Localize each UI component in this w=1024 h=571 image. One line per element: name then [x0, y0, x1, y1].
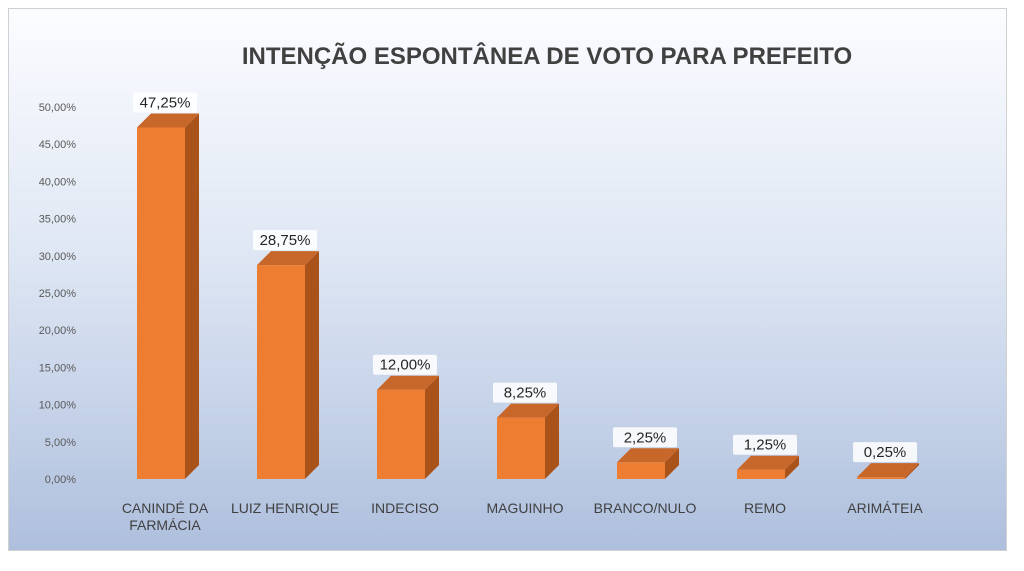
x-tick-label: CANINDÉ DA FARMÁCIA [122, 500, 209, 533]
data-label-bg [253, 230, 317, 251]
x-axis: CANINDÉ DA FARMÁCIA LUIZ HENRIQUE INDECISO M… [122, 500, 924, 533]
bar-side [905, 463, 919, 479]
bar-side [665, 448, 679, 479]
bar-side [185, 113, 199, 480]
y-tick-label: 40,00% [39, 176, 77, 188]
x-tick-label-line: FARMÁCIA [129, 517, 201, 533]
chart-frame: INTENÇÃO ESPONTÂNEA DE VOTO PARA PREFEIT… [8, 8, 1007, 551]
x-tick-label: BRANCO/NULO [594, 500, 697, 516]
data-label-bg [493, 382, 557, 403]
y-tick-label: 10,00% [39, 400, 77, 412]
x-tick-label-line: REMO [744, 500, 786, 516]
data-label-bg [133, 92, 197, 113]
bar [137, 127, 185, 480]
x-tick-label-line: LUIZ HENRIQUE [231, 500, 339, 516]
chart-title: INTENÇÃO ESPONTÂNEA DE VOTO PARA PREFEIT… [242, 42, 852, 70]
bar-group: 28,75% [253, 230, 319, 479]
data-label: 0,25% [864, 444, 907, 461]
x-tick-label-line: ARIMÁTEIA [847, 500, 923, 516]
bar-top [377, 375, 439, 390]
bar [617, 462, 665, 479]
bar-side [545, 403, 559, 479]
data-label-bg [733, 434, 797, 455]
bar-top [257, 251, 319, 266]
y-tick-label: 45,00% [39, 139, 77, 151]
data-label: 12,00% [380, 357, 431, 374]
data-label: 1,25% [744, 437, 787, 454]
x-tick-label: INDECISO [371, 500, 439, 516]
y-axis: 0,00% 5,00% 10,00% 15,00% 20,00% 25,00% 30,00%… [39, 102, 77, 486]
bar-group: 0,25% [853, 442, 919, 479]
bar [857, 477, 905, 479]
y-tick-label: 5,00% [45, 437, 76, 449]
data-label-bg [853, 442, 917, 463]
bar [497, 417, 545, 479]
y-tick-label: 35,00% [39, 214, 77, 226]
bar-top [617, 448, 679, 463]
x-tick-label-line: INDECISO [371, 500, 439, 516]
bar [257, 265, 305, 479]
bar-top [737, 455, 799, 470]
bar-group: 12,00% [373, 354, 439, 479]
bar-group: 2,25% [613, 427, 679, 479]
bar-chart: INTENÇÃO ESPONTÂNEA DE VOTO PARA PREFEIT… [39, 42, 924, 533]
y-tick-label: 20,00% [39, 325, 77, 337]
x-tick-label-line: CANINDÉ DA [122, 500, 209, 516]
data-label-bg [613, 427, 677, 448]
y-tick-label: 0,00% [45, 474, 76, 486]
bar-side [425, 375, 439, 479]
data-label: 2,25% [624, 429, 667, 446]
y-tick-label: 25,00% [39, 288, 77, 300]
data-label: 28,75% [260, 232, 311, 249]
y-tick-label: 30,00% [39, 251, 77, 263]
bar-top [497, 403, 559, 418]
x-tick-label-line: BRANCO/NULO [594, 500, 697, 516]
bar [377, 389, 425, 479]
bar-side [305, 251, 319, 479]
bar-group: 8,25% [493, 382, 559, 479]
bars: 47,25% 28,75% 12,00% 8,25% 2,25% 1,25% 0,25% [133, 92, 919, 480]
x-tick-label: REMO [744, 500, 786, 516]
bar-top [137, 113, 199, 128]
bar-group: 47,25% [133, 92, 199, 480]
x-tick-label: MAGUINHO [487, 500, 564, 516]
data-label-bg [373, 354, 437, 375]
x-tick-label: LUIZ HENRIQUE [231, 500, 339, 516]
x-tick-label: ARIMÁTEIA [847, 500, 923, 516]
data-label: 8,25% [504, 385, 547, 402]
bar [737, 469, 785, 479]
bar-side [785, 455, 799, 479]
data-label: 47,25% [140, 94, 191, 111]
y-tick-label: 15,00% [39, 362, 77, 374]
bar-top [857, 463, 919, 478]
y-tick-label: 50,00% [39, 102, 77, 114]
x-tick-label-line: MAGUINHO [487, 500, 564, 516]
bar-group: 1,25% [733, 434, 799, 479]
